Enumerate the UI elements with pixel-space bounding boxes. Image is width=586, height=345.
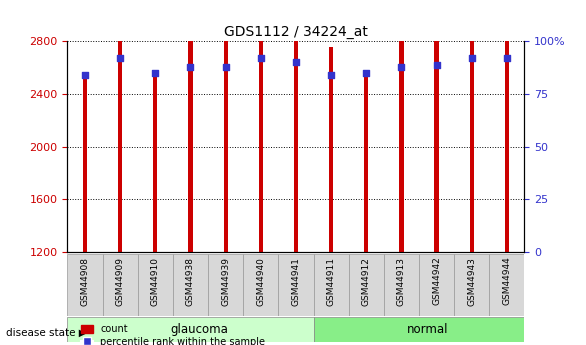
Text: normal: normal [407, 323, 448, 336]
Point [221, 64, 230, 69]
Point [432, 62, 441, 67]
Text: GSM44944: GSM44944 [502, 257, 512, 305]
FancyBboxPatch shape [314, 317, 524, 342]
Point [186, 64, 195, 69]
FancyBboxPatch shape [67, 317, 314, 342]
Point [80, 72, 90, 78]
Point [362, 70, 371, 76]
Point [502, 56, 512, 61]
Point [291, 60, 301, 65]
Text: GSM44942: GSM44942 [432, 257, 441, 305]
Text: glaucoma: glaucoma [171, 323, 228, 336]
Point [326, 72, 336, 78]
FancyBboxPatch shape [384, 254, 419, 316]
Text: GSM44938: GSM44938 [186, 257, 195, 306]
Text: GSM44941: GSM44941 [291, 257, 301, 306]
Text: GSM44913: GSM44913 [397, 257, 406, 306]
FancyBboxPatch shape [489, 254, 524, 316]
Bar [294, 0, 298, 252]
FancyBboxPatch shape [173, 254, 208, 316]
Point [115, 56, 125, 61]
Text: GSM44909: GSM44909 [115, 257, 125, 306]
Bar [469, 0, 474, 252]
Text: GSM44943: GSM44943 [467, 257, 476, 306]
FancyBboxPatch shape [208, 254, 243, 316]
FancyBboxPatch shape [103, 254, 138, 316]
Bar [505, 0, 509, 252]
FancyBboxPatch shape [454, 254, 489, 316]
Text: GSM44912: GSM44912 [362, 257, 371, 306]
Text: GSM44910: GSM44910 [151, 257, 160, 306]
FancyBboxPatch shape [419, 254, 454, 316]
Bar [118, 0, 122, 252]
Text: GSM44940: GSM44940 [256, 257, 265, 306]
Bar [188, 28, 193, 252]
Bar [258, 0, 263, 252]
FancyBboxPatch shape [278, 254, 314, 316]
Text: GSM44908: GSM44908 [80, 257, 90, 306]
FancyBboxPatch shape [243, 254, 278, 316]
Bar [399, 2, 404, 252]
Text: GSM44911: GSM44911 [326, 257, 336, 306]
Point [397, 64, 406, 69]
Bar [434, 0, 439, 252]
FancyBboxPatch shape [314, 254, 349, 316]
Point [256, 56, 265, 61]
FancyBboxPatch shape [349, 254, 384, 316]
Legend: count, percentile rank within the sample: count, percentile rank within the sample [81, 324, 265, 345]
Point [151, 70, 160, 76]
Bar [223, 0, 228, 252]
Bar [364, 76, 369, 252]
Point [467, 56, 476, 61]
Bar [83, 72, 87, 252]
FancyBboxPatch shape [67, 254, 103, 316]
FancyBboxPatch shape [138, 254, 173, 316]
Text: GSM44939: GSM44939 [221, 257, 230, 306]
Bar [329, 47, 333, 252]
Bar [153, 72, 158, 252]
Title: GDS1112 / 34224_at: GDS1112 / 34224_at [224, 25, 368, 39]
Text: disease state ▶: disease state ▶ [6, 328, 87, 338]
